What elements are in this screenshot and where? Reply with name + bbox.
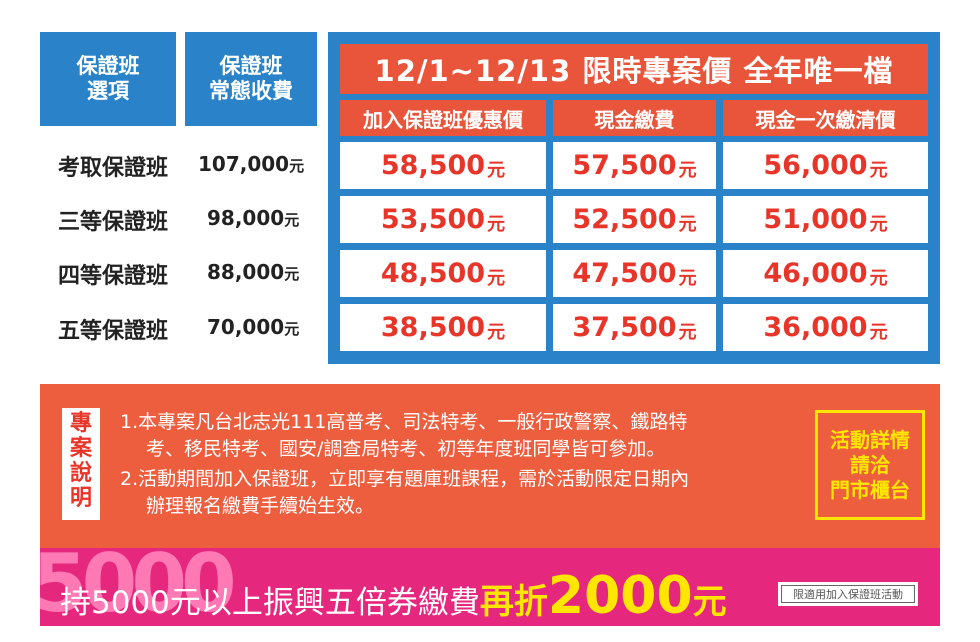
- member-price-2: 48,500 元: [340, 250, 546, 297]
- option-header-line1: 保證班: [76, 54, 140, 78]
- note-line-2: 考、移民特考、國安/調查局特考、初等年度班同學皆可參加。: [146, 438, 666, 460]
- currency: 元: [284, 265, 300, 283]
- regular-fee-header-line1: 保證班: [219, 54, 283, 78]
- plan-name-3: 五等保證班: [57, 319, 168, 344]
- regular-price-3: 70,000元: [207, 315, 300, 339]
- regular-fee-header: 保證班 常態收費: [185, 32, 317, 126]
- discount-highlight: 再折: [479, 582, 548, 622]
- cash-full-price-1: 51,000 元: [723, 196, 928, 243]
- detail-line-1: 活動詳情: [830, 427, 910, 452]
- cash-price-1: 52,500 元: [553, 196, 716, 243]
- cash-full-price-3: 36,000 元: [723, 304, 928, 351]
- cash-full-price-2: 46,000 元: [723, 250, 928, 297]
- regular-fee-header-line2: 常態收費: [209, 79, 293, 103]
- regular-price-0: 107,000元: [198, 152, 305, 176]
- detail-line-3: 門市櫃台: [830, 477, 910, 502]
- cash-price-2: 47,500 元: [553, 250, 716, 297]
- discount-amount: 2000: [547, 566, 693, 626]
- plan-name-0: 考取保證班: [57, 156, 168, 181]
- decorative-5000-graphic: 5000: [40, 548, 237, 626]
- discount-unit: 元: [692, 582, 727, 622]
- plan-name-1: 三等保證班: [57, 210, 168, 235]
- regular-price-2: 88,000元: [207, 260, 300, 284]
- member-price-3: 38,500 元: [340, 304, 546, 351]
- detail-line-2: 請洽: [850, 452, 890, 477]
- cash-full-price-0: 56,000 元: [723, 142, 928, 189]
- col-header-cash-full: 現金一次繳清價: [723, 100, 928, 136]
- event-details-box: 活動詳情 請洽 門市櫃台: [815, 410, 925, 520]
- notes-label: 專 案 說 明: [62, 408, 100, 520]
- currency: 元: [284, 320, 300, 338]
- currency: 元: [289, 157, 305, 175]
- notes-banner: [40, 384, 940, 548]
- regular-price-1: 98,000元: [207, 206, 300, 230]
- col-header-cash: 現金繳費: [553, 100, 716, 136]
- option-header-line2: 選項: [87, 79, 129, 103]
- applicability-badge: 限適用加入保證班活動: [778, 582, 918, 606]
- member-price-0: 58,500 元: [340, 142, 546, 189]
- col-header-member: 加入保證班優惠價: [340, 100, 546, 136]
- voucher-text: 持5000元以上振興五倍券繳費再折2000元: [60, 566, 727, 626]
- plan-name-2: 四等保證班: [57, 264, 168, 289]
- note-line-3: 2.活動期間加入保證班，立即享有題庫班課程，需於活動限定日期內: [120, 468, 690, 490]
- cash-price-0: 57,500 元: [553, 142, 716, 189]
- member-price-1: 53,500 元: [340, 196, 546, 243]
- note-line-1: 1.本專案凡台北志光111高普考、司法特考、一般行政警察、鐵路特: [120, 411, 688, 433]
- option-header: 保證班 選項: [40, 32, 176, 126]
- promo-title: 12/1~12/13 限時專案價 全年唯一檔: [340, 44, 928, 94]
- currency: 元: [284, 211, 300, 229]
- note-line-4: 辦理報名繳費手續始生效。: [146, 495, 375, 517]
- cash-price-3: 37,500 元: [553, 304, 716, 351]
